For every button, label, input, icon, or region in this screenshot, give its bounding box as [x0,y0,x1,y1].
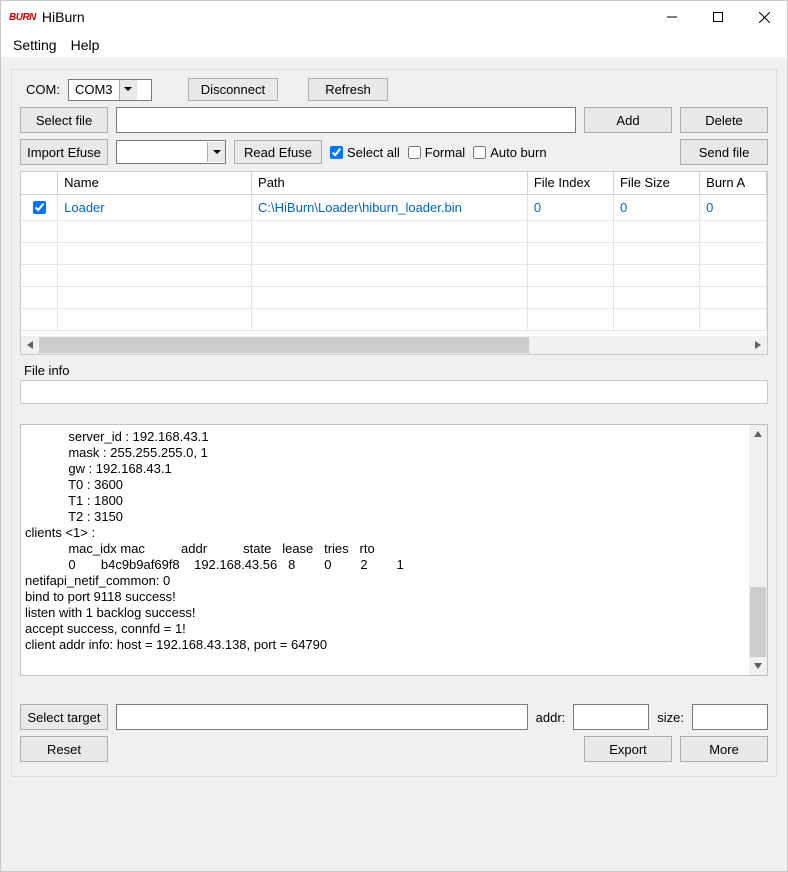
table-header-path[interactable]: Path [252,172,528,194]
client-area: COM: COM3 Disconnect Refresh Select file… [1,57,787,871]
send-file-button[interactable]: Send file [680,139,768,165]
com-value: COM3 [69,82,119,97]
reset-button[interactable]: Reset [20,736,108,762]
select-file-button[interactable]: Select file [20,107,108,133]
row-addr: 0 [700,194,767,220]
export-button[interactable]: Export [584,736,672,762]
app-icon: BURN [9,12,36,23]
delete-button[interactable]: Delete [680,107,768,133]
efuse-row: Import Efuse Read Efuse Select all Forma… [20,139,768,165]
scroll-thumb[interactable] [39,337,529,353]
auto-burn-checkbox[interactable]: Auto burn [473,145,546,160]
scroll-track[interactable] [39,336,749,354]
titlebar: BURN HiBurn [1,1,787,33]
select-file-row: Select file Add Delete [20,107,768,133]
menu-help[interactable]: Help [71,37,100,53]
com-label: COM: [26,82,60,97]
table-row [21,286,767,308]
table-hscrollbar[interactable] [21,336,767,354]
scroll-down-icon[interactable] [749,657,767,675]
table-header-name[interactable]: Name [58,172,252,194]
chevron-down-icon [207,142,225,162]
minimize-button[interactable] [649,1,695,33]
app-window: BURN HiBurn Setting Help COM: COM3 [0,0,788,872]
row-index: 0 [527,194,613,220]
row-checkbox[interactable] [33,201,46,214]
scroll-thumb[interactable] [750,587,766,657]
maximize-button[interactable] [695,1,741,33]
table-row[interactable]: Loader C:\HiBurn\Loader\hiburn_loader.bi… [21,194,767,220]
file-info-box [20,380,768,404]
read-efuse-button[interactable]: Read Efuse [234,140,322,164]
main-panel: COM: COM3 Disconnect Refresh Select file… [11,69,777,777]
target-row: Select target addr: size: [20,704,768,730]
size-label: size: [657,710,684,725]
table-header-index[interactable]: File Index [527,172,613,194]
addr-label: addr: [536,710,566,725]
file-table[interactable]: Name Path File Index File Size Burn A Lo… [20,171,768,355]
bottom-buttons-row: Reset Export More [20,736,768,762]
window-title: HiBurn [42,9,649,25]
log-panel: server_id : 192.168.43.1 mask : 255.255.… [20,424,768,676]
table-header-addr[interactable]: Burn A [700,172,767,194]
scroll-right-icon[interactable] [749,336,767,354]
log-text[interactable]: server_id : 192.168.43.1 mask : 255.255.… [21,425,749,675]
table-header-check[interactable] [21,172,58,194]
menu-setting[interactable]: Setting [13,37,57,53]
com-row: COM: COM3 Disconnect Refresh [20,78,768,101]
scroll-track[interactable] [749,443,767,657]
scroll-left-icon[interactable] [21,336,39,354]
row-size: 0 [613,194,699,220]
efuse-path-select[interactable] [116,140,226,164]
table-header-row: Name Path File Index File Size Burn A [21,172,767,194]
chevron-down-icon [119,80,137,100]
bottom-panel: Select target addr: size: Reset Export M… [20,704,768,762]
select-target-input[interactable] [116,704,528,730]
import-efuse-button[interactable]: Import Efuse [20,139,108,165]
formal-checkbox[interactable]: Formal [408,145,465,160]
select-all-checkbox[interactable]: Select all [330,145,400,160]
scroll-up-icon[interactable] [749,425,767,443]
close-button[interactable] [741,1,787,33]
select-target-button[interactable]: Select target [20,704,108,730]
table-row [21,220,767,242]
com-select[interactable]: COM3 [68,79,152,101]
file-info-label: File info [24,363,768,378]
addr-input[interactable] [573,704,649,730]
menubar: Setting Help [1,33,787,57]
log-vscrollbar[interactable] [749,425,767,675]
disconnect-button[interactable]: Disconnect [188,78,278,101]
size-input[interactable] [692,704,768,730]
more-button[interactable]: More [680,736,768,762]
row-path: C:\HiBurn\Loader\hiburn_loader.bin [252,194,528,220]
window-controls [649,1,787,33]
refresh-button[interactable]: Refresh [308,78,388,101]
table-row [21,264,767,286]
table-row [21,308,767,330]
select-file-input[interactable] [116,107,576,133]
row-name: Loader [58,194,252,220]
add-button[interactable]: Add [584,107,672,133]
table-row [21,242,767,264]
table-header-size[interactable]: File Size [613,172,699,194]
